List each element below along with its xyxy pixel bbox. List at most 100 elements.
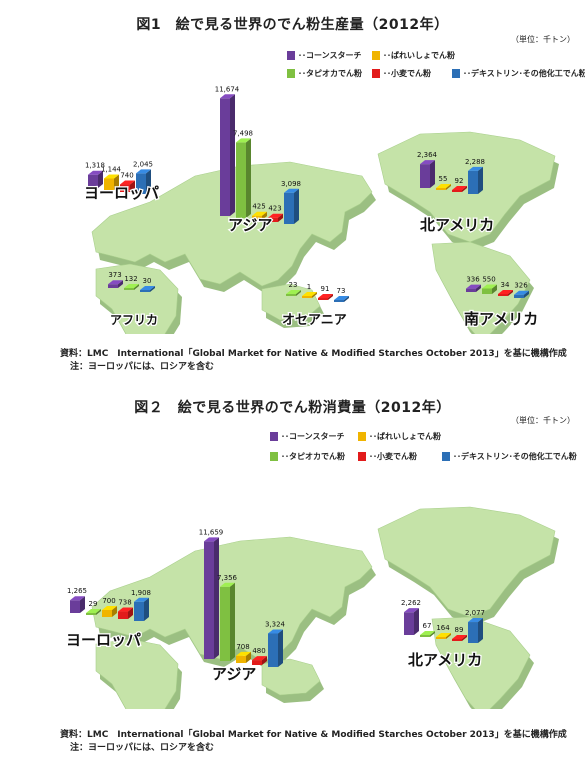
bar-side-tapioca: [134, 284, 139, 290]
value-label: 3,324: [265, 620, 286, 628]
figure-2-legend: ･･コーンスターチ ･･ばれいしょでん粉 ･･タピオカでん粉 ･･小麦でん粉 ･…: [0, 429, 585, 469]
legend-label-corn: ･･コーンスターチ: [298, 51, 362, 60]
value-label: 740: [120, 172, 133, 180]
bar-side-tapioca: [246, 138, 251, 218]
value-label: 2,262: [401, 599, 421, 607]
value-label: 1,265: [67, 587, 87, 595]
bar-tapioca: [286, 294, 296, 296]
value-label: 67: [423, 622, 432, 630]
bar-potato: [436, 637, 446, 639]
value-label: 29: [89, 600, 98, 608]
bar-side-dextrin: [144, 597, 149, 621]
legend-label-dextrin: ･･デキストリン･その他化工でん粉: [463, 69, 585, 78]
continent-shape: [261, 658, 321, 696]
value-label: 11,674: [215, 85, 240, 93]
region-bars: 23 1 91 73: [286, 281, 349, 302]
bar-side-wheat: [278, 213, 283, 222]
figure-1-source: 資料：LMC International「Global Market for N…: [60, 348, 567, 374]
bar-corn: [404, 612, 414, 635]
bar-side-corn: [118, 280, 123, 288]
figure-2-title: 図２ 絵で見る世界のでん粉消費量（2012年）: [134, 400, 451, 416]
bar-top-wheat: [252, 656, 267, 661]
value-label: 2,045: [133, 160, 153, 168]
bar-top-wheat: [268, 213, 283, 218]
value-label: 480: [252, 647, 265, 655]
region-bars: 11,674 7,498 425 423 3,098: [215, 85, 301, 224]
bar-side-dextrin: [478, 618, 483, 643]
continent-shape: [261, 283, 321, 321]
bar-side-tapioca: [492, 284, 497, 294]
bar-side-dextrin: [294, 188, 299, 224]
value-label: 2,364: [417, 151, 438, 159]
bar-top-dextrin: [284, 188, 299, 193]
bar-top-dextrin: [134, 597, 149, 602]
value-label: 34: [501, 281, 510, 289]
value-label: 550: [482, 275, 495, 283]
bar-side-corn: [98, 170, 103, 188]
legend2-item-corn: ･･コーンスターチ: [270, 431, 344, 442]
bar-side-dextrin: [344, 296, 349, 302]
legend-item-wheat: ･･小麦でん粉: [372, 68, 431, 79]
bar-side-wheat: [462, 635, 467, 641]
figure-1-title: 図1 絵で見る世界のでん粉生産量（2012年）: [136, 17, 449, 33]
bar-side-potato: [446, 633, 451, 639]
value-label: 73: [337, 287, 346, 295]
legend-item-tapioca: ･･タピオカでん粉: [287, 68, 362, 79]
bar-top-potato: [104, 174, 119, 179]
bar-tapioca: [482, 288, 492, 294]
bar-top-tapioca: [86, 609, 101, 613]
legend-swatch-wheat: [372, 69, 380, 78]
bar-top-wheat: [118, 607, 133, 612]
region-label: ヨーロッパ: [84, 184, 159, 202]
figure-2-source: 資料：LMC International「Global Market for N…: [60, 729, 567, 755]
bar-dextrin: [334, 300, 344, 302]
legend-label-potato: ･･ばれいしょでん粉: [383, 51, 455, 60]
bar-top-corn: [88, 170, 103, 175]
bar-top-corn: [204, 537, 219, 542]
bar-tapioca: [124, 288, 134, 290]
bar-side-wheat: [508, 290, 513, 296]
region-bars: 2,364 55 92 2,288: [417, 151, 485, 194]
bar-corn: [70, 600, 80, 613]
bar-top-corn: [70, 596, 85, 601]
bar-potato: [102, 609, 112, 617]
legend2-label-potato: ･･ばれいしょでん粉: [369, 432, 441, 441]
bar-wheat: [120, 184, 130, 192]
bar-tapioca: [420, 635, 430, 637]
value-label: 1,908: [131, 589, 151, 597]
bar-top-tapioca: [482, 284, 497, 289]
bar-side-corn: [230, 94, 235, 216]
bar-potato: [252, 215, 262, 220]
value-label: 132: [124, 275, 137, 283]
legend2-swatch-tapioca: [270, 452, 278, 461]
value-label: 164: [436, 624, 450, 632]
value-label: 11,659: [199, 528, 224, 536]
bar-side-corn: [80, 596, 85, 613]
world-map-land: [91, 506, 559, 709]
legend-swatch-corn: [287, 51, 295, 60]
bar-potato: [302, 296, 312, 298]
bar-dextrin: [468, 622, 478, 643]
figure-2-source-text: 資料：LMC International「Global Market for N…: [60, 730, 567, 740]
value-label: 1,144: [101, 165, 122, 173]
bar-side-dextrin: [524, 290, 529, 298]
legend-swatch-potato: [372, 51, 380, 60]
bar-dextrin: [134, 601, 144, 621]
bar-side-potato: [262, 211, 267, 220]
figure-1-legend: ･･コーンスターチ ･･ばれいしょでん粉 ･･タピオカでん粉 ･･小麦でん粉 ･…: [0, 48, 585, 88]
bar-side-wheat: [328, 294, 333, 300]
bar-side-wheat: [262, 656, 267, 665]
value-label: 738: [118, 599, 131, 607]
figure-2-note: 注：ヨーロッパには、ロシアを含む: [70, 743, 215, 753]
value-label: 1,318: [85, 162, 105, 170]
bar-dextrin: [268, 633, 278, 667]
bar-side-corn: [414, 608, 419, 635]
bar-top-tapioca: [236, 138, 251, 143]
bar-top-potato: [436, 633, 451, 637]
bar-top-wheat: [498, 290, 513, 294]
bar-dextrin: [468, 170, 478, 194]
region-bars: 336 550 34 326: [466, 275, 529, 298]
